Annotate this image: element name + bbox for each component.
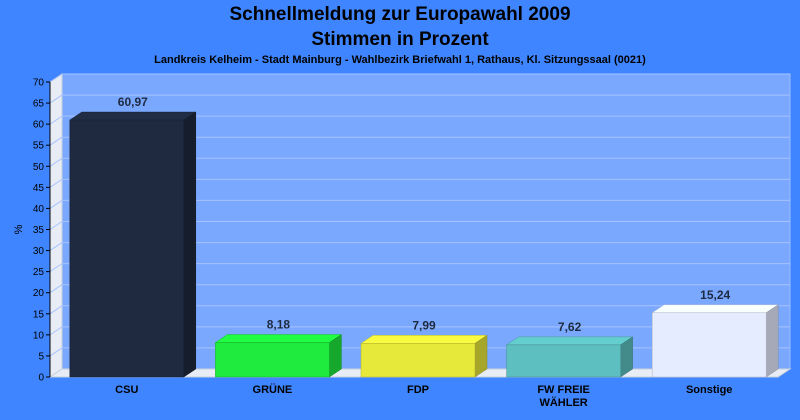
y-tick-label: 40 — [33, 204, 45, 215]
bar-top-face — [68, 111, 197, 121]
gridline-side — [49, 242, 63, 251]
bar-2 — [214, 334, 343, 378]
y-tick-label: 70 — [33, 78, 45, 89]
gridline-side — [49, 94, 63, 104]
bar-value-label: 7,99 — [412, 318, 436, 332]
chart-title-line2: Stimmen in Prozent — [311, 29, 489, 50]
y-axis-label: % — [13, 224, 25, 234]
y-tick-label: 5 — [38, 351, 44, 362]
bar-value-label: 15,24 — [700, 288, 730, 302]
y-tick-label: 60 — [33, 120, 45, 131]
y-tick-label: 25 — [33, 267, 45, 278]
bar-top-face — [214, 334, 343, 343]
x-tick-label: CSU — [115, 384, 138, 396]
bar-value-label: 60,97 — [118, 95, 148, 109]
x-tick-label: WÄHLER — [539, 396, 587, 409]
bar-front-face — [651, 312, 767, 378]
bar-side-face — [183, 111, 197, 378]
x-tick-label: FW FREIE — [537, 384, 590, 396]
bar-value-label: 8,18 — [267, 318, 291, 332]
chart-subtitle: Landkreis Kelheim - Stadt Mainburg - Wah… — [154, 54, 646, 66]
bar-front-face — [215, 342, 330, 378]
y-tick-label: 45 — [33, 183, 45, 194]
bar-front-face — [360, 343, 476, 378]
y-tick-label: 50 — [33, 162, 45, 173]
y-tick-label: 65 — [33, 99, 45, 110]
y-tick-label: 15 — [33, 309, 45, 320]
gridline-side — [49, 73, 63, 83]
gridline-side — [49, 263, 63, 273]
y-tick-label: 10 — [33, 330, 45, 341]
gridline-side — [49, 305, 63, 315]
bar-1 — [68, 111, 197, 378]
bar-4 — [505, 336, 634, 378]
chart-title: Schnellmeldung zur Europawahl 2009 — [229, 4, 571, 25]
gridline-side — [49, 221, 63, 230]
bar-5 — [651, 304, 780, 378]
bar-front-face — [506, 344, 621, 378]
gridline-side — [49, 136, 63, 146]
gridline-side — [49, 178, 63, 188]
x-tick-label: FDP — [407, 384, 429, 396]
gridline-side — [49, 157, 63, 167]
gridline-side — [49, 115, 63, 125]
x-tick-label: Sonstige — [686, 384, 732, 396]
bar-top-face — [505, 336, 634, 346]
y-tick-label: 20 — [33, 288, 45, 299]
bar-3 — [360, 334, 488, 378]
y-tick-label: 55 — [33, 141, 45, 152]
x-tick-label: GRÜNE — [253, 383, 293, 396]
y-tick-label: 0 — [38, 373, 44, 384]
y-tick-label: 35 — [33, 225, 45, 236]
gridline-side — [49, 284, 63, 294]
bar-side-face — [765, 304, 779, 378]
gridline-side — [49, 326, 63, 336]
bar-top-face — [360, 335, 488, 344]
bar-front-face — [69, 119, 185, 378]
y-tick-label: 30 — [33, 246, 45, 257]
gridline-side — [49, 200, 63, 209]
bar-value-label: 7,62 — [558, 320, 582, 334]
gridline-side — [49, 347, 63, 357]
bar-top-face — [651, 304, 780, 314]
